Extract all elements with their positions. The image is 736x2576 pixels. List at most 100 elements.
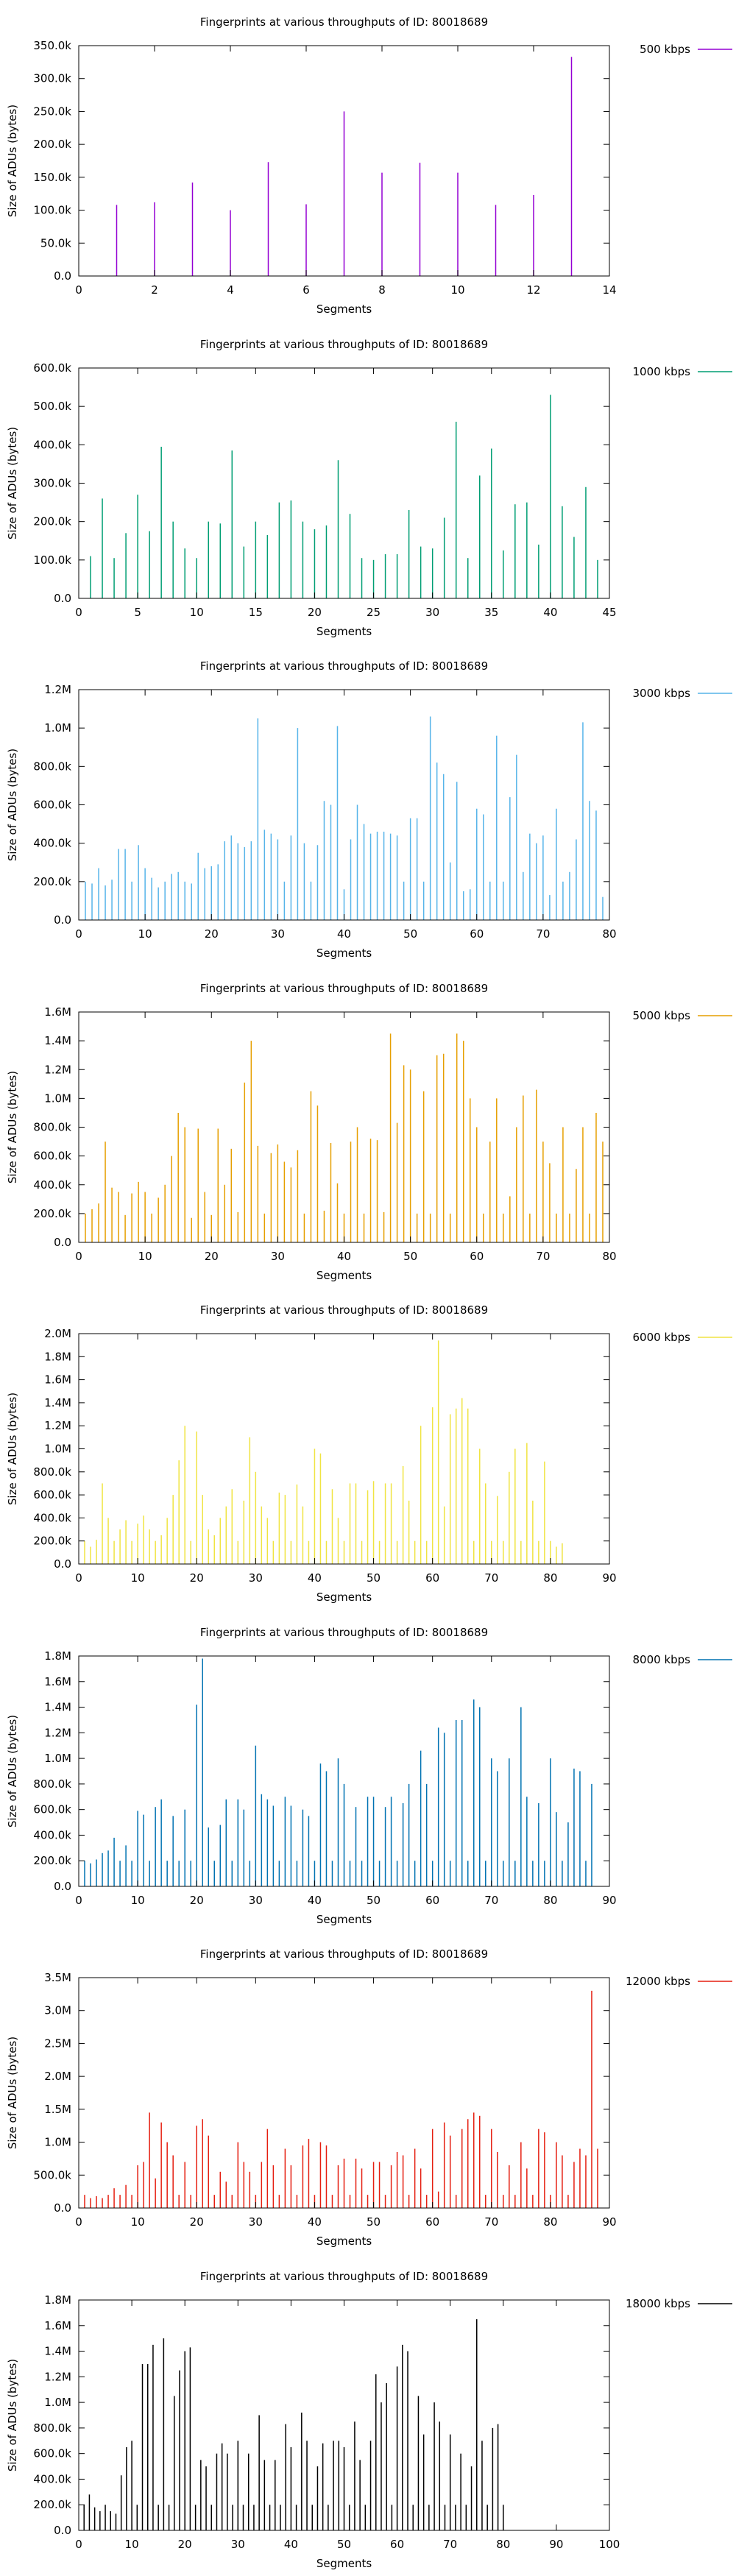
x-axis-label: Segments [316,625,372,638]
y-tick-label: 150.0k [33,171,71,184]
y-axis-label: Size of ADUs (bytes) [6,2358,19,2471]
x-tick-label: 60 [425,1571,439,1585]
plot-frame [78,45,610,277]
x-axis-label: Segments [316,2234,372,2248]
y-tick-label: 200.0k [33,1206,71,1220]
y-tick-label: 600.0k [33,2446,71,2460]
y-tick-label: 800.0k [33,1465,71,1479]
y-tick-label: 100.0k [33,553,71,566]
chart-title: Fingerprints at various throughputs of I… [200,982,488,995]
x-tick-label: 30 [271,927,285,941]
x-tick-label: 40 [543,606,557,619]
x-tick-label: 40 [308,2215,322,2229]
y-tick-label: 0.0 [54,913,71,927]
y-tick-label: 600.0k [33,361,71,375]
plot-frame [78,1977,610,2209]
y-tick-label: 100.0k [33,204,71,217]
chart-2: Fingerprints at various throughputs of I… [6,338,732,638]
x-tick-label: 30 [249,1571,263,1585]
y-tick-label: 1.0M [44,1752,71,1765]
x-tick-label: 10 [131,1894,145,1907]
plot-frame [78,1655,610,1886]
x-tick-label: 40 [337,1250,351,1263]
x-tick-label: 35 [484,606,498,619]
x-tick-label: 20 [308,606,322,619]
x-tick-label: 80 [543,1894,557,1907]
y-tick-label: 0.0 [54,269,71,283]
x-tick-label: 4 [227,283,234,297]
x-tick-label: 25 [367,606,381,619]
y-tick-label: 1.2M [44,1726,71,1739]
x-axis-label: Segments [316,2557,372,2570]
chart-6: Fingerprints at various throughputs of I… [6,1626,732,1926]
legend-label: 5000 kbps [633,1009,691,1022]
y-tick-label: 0.0 [54,592,71,605]
x-tick-label: 6 [302,283,310,297]
x-tick-label: 70 [484,1571,498,1585]
y-tick-label: 300.0k [33,476,71,489]
chart-title: Fingerprints at various throughputs of I… [200,1303,488,1317]
chart-title: Fingerprints at various throughputs of I… [200,659,488,673]
y-tick-label: 600.0k [33,1488,71,1501]
y-tick-label: 1.4M [44,1396,71,1409]
chart-4: Fingerprints at various throughputs of I… [6,982,732,1282]
x-tick-label: 10 [190,606,204,619]
x-tick-label: 15 [249,606,263,619]
y-tick-label: 1.4M [44,1034,71,1047]
y-tick-label: 1.4M [44,2344,71,2357]
y-tick-label: 1.0M [44,721,71,735]
x-tick-label: 0 [75,1894,82,1907]
x-tick-label: 50 [367,1571,381,1585]
x-tick-label: 10 [131,1571,145,1585]
y-axis-label: Size of ADUs (bytes) [6,1070,19,1183]
y-tick-label: 200.0k [33,875,71,888]
legend-label: 1000 kbps [633,365,691,378]
y-tick-label: 1.0M [44,2396,71,2409]
x-tick-label: 10 [450,283,464,297]
x-tick-label: 40 [337,927,351,941]
y-tick-label: 300.0k [33,72,71,85]
y-axis-label: Size of ADUs (bytes) [6,2037,19,2149]
y-tick-label: 0.0 [54,2201,71,2215]
x-tick-label: 50 [367,2215,381,2229]
y-tick-label: 1.0M [44,1443,71,1456]
y-tick-label: 2.5M [44,2037,71,2050]
x-tick-label: 60 [425,2215,439,2229]
x-tick-label: 70 [484,2215,498,2229]
x-tick-label: 100 [599,2538,620,2551]
y-tick-label: 400.0k [33,1178,71,1191]
x-tick-label: 10 [131,2215,145,2229]
legend-label: 12000 kbps [626,1975,690,1988]
y-tick-label: 1.2M [44,1419,71,1432]
x-tick-label: 70 [536,927,550,941]
x-tick-label: 90 [549,2538,563,2551]
x-tick-label: 90 [602,1894,616,1907]
x-tick-label: 80 [543,2215,557,2229]
y-tick-label: 500.0k [33,400,71,413]
y-tick-label: 800.0k [33,1120,71,1133]
chart-7: Fingerprints at various throughputs of I… [6,1947,732,2248]
x-tick-label: 8 [378,283,386,297]
x-tick-label: 40 [308,1571,322,1585]
y-tick-label: 400.0k [33,1828,71,1841]
x-tick-label: 90 [602,2215,616,2229]
y-tick-label: 400.0k [33,1511,71,1524]
x-tick-label: 60 [425,1894,439,1907]
y-tick-label: 200.0k [33,2498,71,2511]
x-tick-label: 0 [75,1250,82,1263]
y-tick-label: 200.0k [33,1854,71,1867]
y-tick-label: 2.0M [44,2070,71,2083]
legend-label: 3000 kbps [633,687,691,700]
x-tick-label: 10 [125,2538,139,2551]
x-tick-label: 80 [602,927,616,941]
y-axis-label: Size of ADUs (bytes) [6,749,19,861]
y-tick-label: 0.0 [54,1557,71,1571]
y-tick-label: 600.0k [33,799,71,812]
x-tick-label: 30 [249,2215,263,2229]
x-axis-label: Segments [316,1913,372,1926]
x-tick-label: 50 [403,927,417,941]
chart-title: Fingerprints at various throughputs of I… [200,15,488,29]
y-tick-label: 1.2M [44,2370,71,2383]
x-tick-label: 2 [151,283,158,297]
